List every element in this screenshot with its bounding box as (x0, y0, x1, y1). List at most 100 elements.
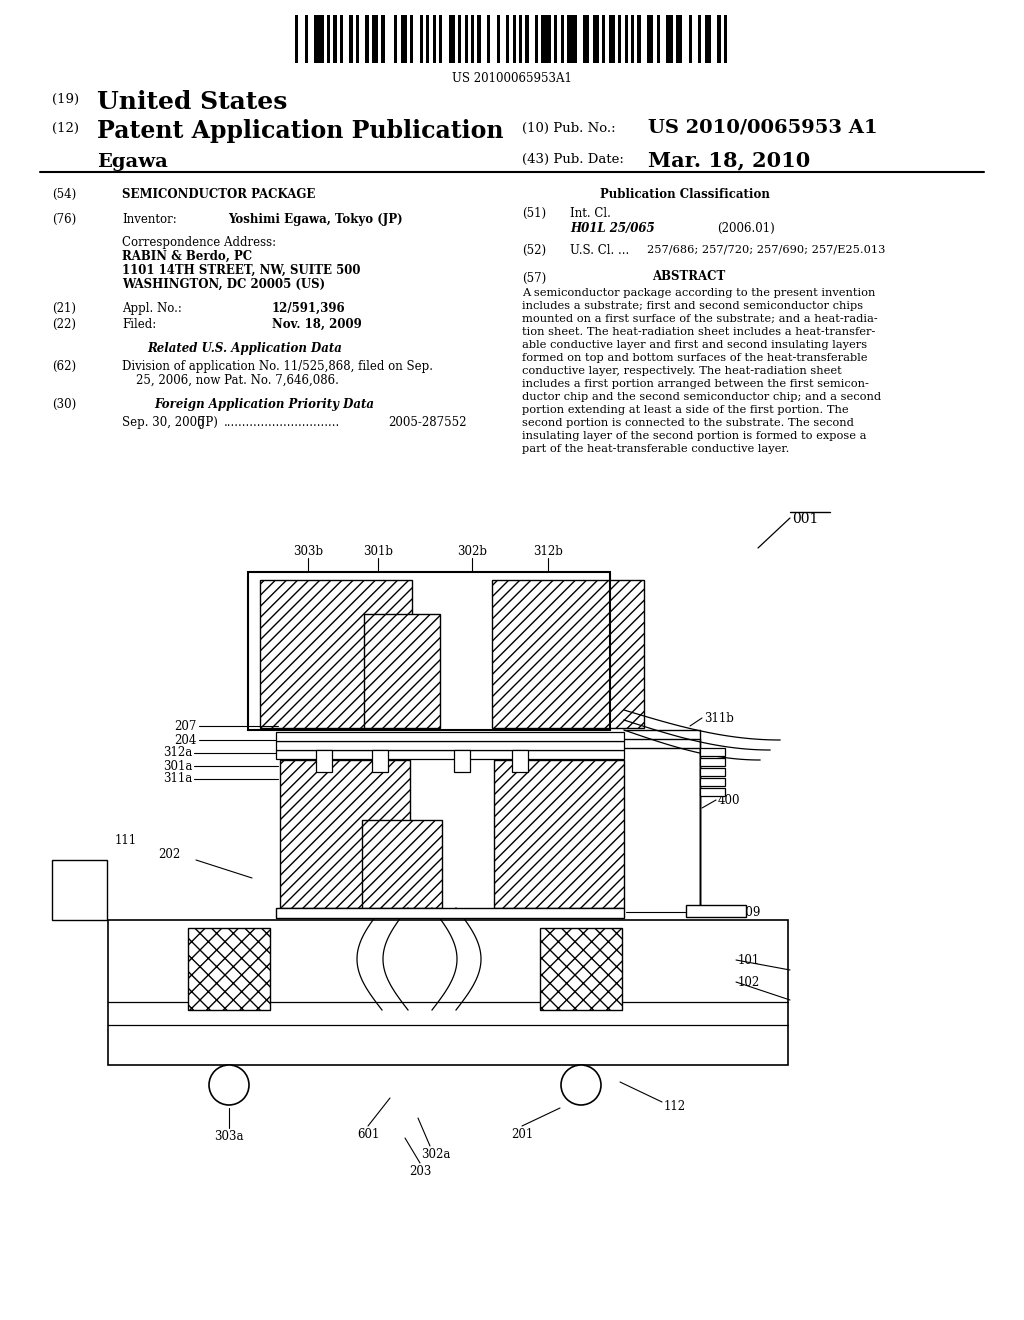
Bar (700, 788, 725, 796)
Text: 311a: 311a (163, 772, 193, 785)
Bar (276, 908, 624, 917)
Text: Publication Classification: Publication Classification (600, 187, 770, 201)
Text: part of the heat-transferable conductive layer.: part of the heat-transferable conductive… (522, 444, 790, 454)
Bar (540, 928, 622, 1010)
Bar (108, 920, 788, 1065)
Bar (295, 15, 298, 63)
Text: (54): (54) (52, 187, 76, 201)
Text: U.S. Cl. ...: U.S. Cl. ... (570, 244, 630, 257)
Text: 2005-287552: 2005-287552 (388, 416, 467, 429)
Bar (567, 15, 577, 63)
Text: 301a: 301a (163, 759, 193, 772)
Text: (10) Pub. No.:: (10) Pub. No.: (522, 121, 615, 135)
Bar (676, 15, 682, 63)
Bar (497, 15, 500, 63)
Text: Filed:: Filed: (122, 318, 157, 331)
Bar (381, 15, 385, 63)
Text: 101: 101 (738, 953, 760, 966)
Text: Int. Cl.: Int. Cl. (570, 207, 611, 220)
Bar (260, 579, 412, 729)
Text: 112: 112 (664, 1100, 686, 1113)
Text: Yoshimi Egawa, Tokyo (JP): Yoshimi Egawa, Tokyo (JP) (228, 213, 402, 226)
Text: ...............................: ............................... (224, 416, 340, 429)
Text: Appl. No.:: Appl. No.: (122, 302, 182, 315)
Bar (454, 750, 470, 772)
Text: Foreign Application Priority Data: Foreign Application Priority Data (154, 399, 374, 411)
Text: 209: 209 (738, 906, 761, 919)
Text: 311b: 311b (705, 711, 734, 725)
Text: 1101 14TH STREET, NW, SUITE 500: 1101 14TH STREET, NW, SUITE 500 (122, 264, 360, 277)
Bar (52, 861, 106, 920)
Text: 203: 203 (409, 1166, 431, 1177)
Text: Nov. 18, 2009: Nov. 18, 2009 (272, 318, 361, 331)
Bar (525, 15, 528, 63)
Bar (372, 750, 388, 772)
Bar (535, 15, 539, 63)
Text: 400: 400 (718, 793, 740, 807)
Bar (449, 15, 455, 63)
Bar (700, 748, 725, 756)
Bar (439, 15, 442, 63)
Bar (700, 768, 725, 776)
Text: Related U.S. Application Data: Related U.S. Application Data (147, 342, 342, 355)
Bar (372, 15, 378, 63)
Bar (492, 579, 644, 729)
Bar (688, 15, 692, 63)
Bar (420, 15, 423, 63)
Bar (506, 15, 509, 63)
Text: (22): (22) (52, 318, 76, 331)
Text: (19): (19) (52, 92, 79, 106)
Bar (625, 15, 628, 63)
Bar (593, 15, 599, 63)
Text: (43) Pub. Date:: (43) Pub. Date: (522, 153, 624, 166)
Bar (519, 15, 522, 63)
Text: (76): (76) (52, 213, 76, 226)
Text: insulating layer of the second portion is formed to expose a: insulating layer of the second portion i… (522, 432, 866, 441)
Bar (698, 15, 701, 63)
Text: 12/591,396: 12/591,396 (272, 302, 346, 315)
Bar (686, 906, 746, 917)
Bar (340, 15, 343, 63)
Bar (618, 15, 622, 63)
Bar (656, 15, 659, 63)
Bar (700, 758, 725, 766)
Text: 302a: 302a (421, 1148, 451, 1162)
Text: 312b: 312b (534, 545, 563, 558)
Text: (2006.01): (2006.01) (717, 222, 775, 235)
Circle shape (209, 1065, 249, 1105)
Text: 207: 207 (175, 719, 197, 733)
Bar (280, 760, 410, 908)
Bar (327, 15, 330, 63)
Text: ABSTRACT: ABSTRACT (652, 271, 725, 282)
Text: (51): (51) (522, 207, 546, 220)
Text: (JP): (JP) (196, 416, 218, 429)
Bar (705, 15, 711, 63)
Text: 25, 2006, now Pat. No. 7,646,086.: 25, 2006, now Pat. No. 7,646,086. (136, 374, 339, 387)
Text: includes a first portion arranged between the first semicon-: includes a first portion arranged betwee… (522, 379, 869, 389)
Bar (364, 614, 440, 729)
Bar (637, 15, 641, 63)
Text: H01L 25/065: H01L 25/065 (570, 222, 654, 235)
Bar (560, 15, 564, 63)
Text: United States: United States (97, 90, 288, 114)
Text: US 20100065953A1: US 20100065953A1 (452, 73, 572, 84)
Bar (583, 15, 590, 63)
Bar (487, 15, 490, 63)
Bar (411, 15, 414, 63)
Bar (667, 15, 673, 63)
Bar (276, 733, 624, 741)
Text: Sep. 30, 2005: Sep. 30, 2005 (122, 416, 205, 429)
Bar (471, 15, 474, 63)
Text: 302b: 302b (457, 545, 487, 558)
Text: (57): (57) (522, 272, 546, 285)
Text: (30): (30) (52, 399, 76, 411)
Text: 257/686; 257/720; 257/690; 257/E25.013: 257/686; 257/720; 257/690; 257/E25.013 (647, 244, 886, 253)
Bar (400, 15, 407, 63)
Text: RABIN & Berdo, PC: RABIN & Berdo, PC (122, 249, 252, 263)
Text: 001: 001 (792, 512, 818, 525)
Bar (304, 15, 308, 63)
Text: Mar. 18, 2010: Mar. 18, 2010 (648, 150, 810, 170)
Text: (21): (21) (52, 302, 76, 315)
Text: tion sheet. The heat-radiation sheet includes a heat-transfer-: tion sheet. The heat-radiation sheet inc… (522, 327, 876, 337)
Bar (647, 15, 653, 63)
